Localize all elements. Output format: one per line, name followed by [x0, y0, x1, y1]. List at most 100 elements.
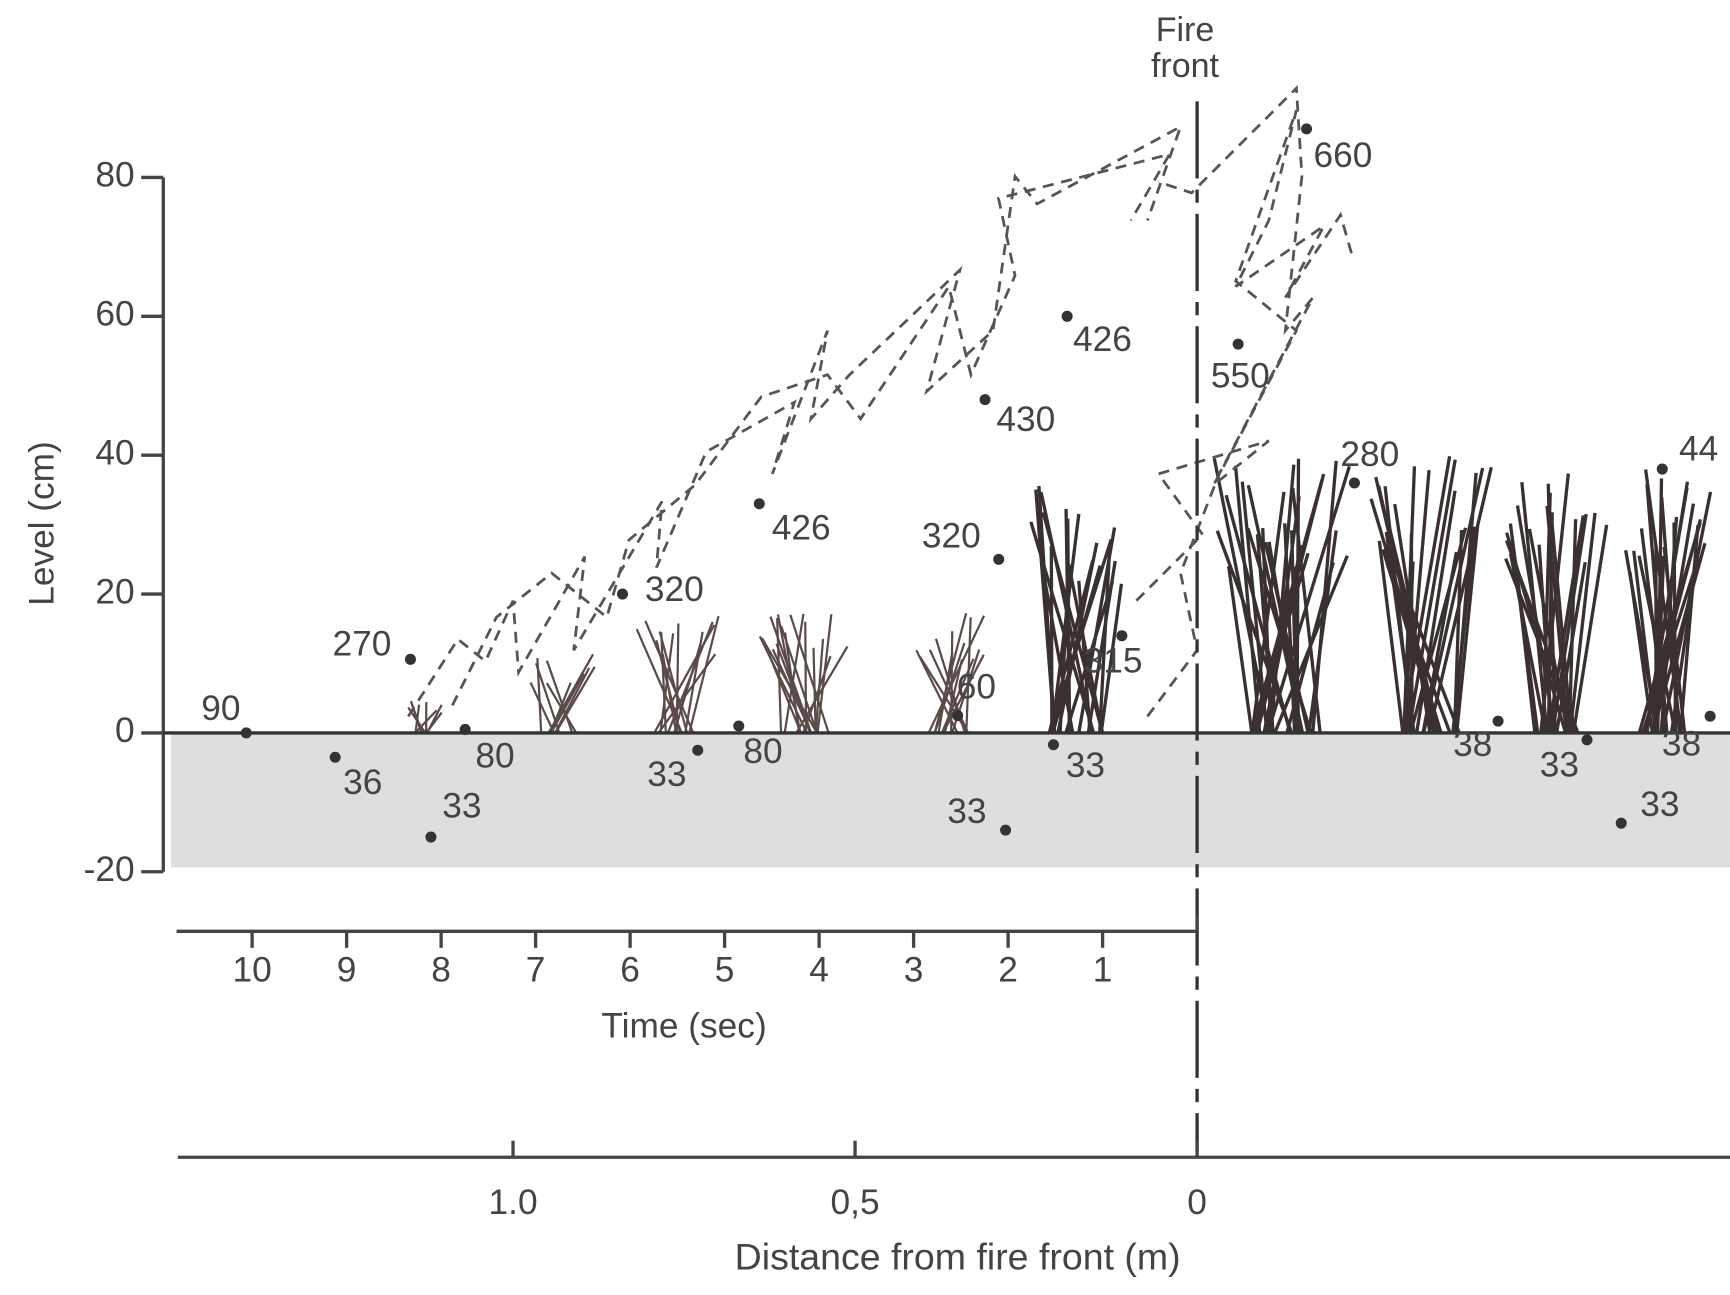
plant-stem: [1624, 550, 1660, 734]
plant-stem: [1409, 527, 1468, 734]
temperature-label: 430: [996, 400, 1055, 439]
plant-stem: [1571, 524, 1609, 734]
plant-stem: [1567, 519, 1578, 733]
plant-stem: [1508, 553, 1548, 734]
time-axis-label: Time (sec): [601, 1007, 766, 1046]
temperature-point: [1348, 477, 1360, 489]
temperature-label: 660: [1314, 136, 1373, 175]
plant-stem: [1307, 530, 1338, 734]
y-tick-label: -20: [84, 850, 135, 889]
time-tick-label: 9: [337, 950, 357, 989]
temperature-point: [1704, 710, 1716, 722]
time-tick-label: 4: [809, 950, 829, 989]
temperature-point: [1615, 817, 1627, 829]
temperature-point: [459, 723, 471, 735]
temperature-label: 33: [947, 792, 986, 831]
plant-stem: [657, 653, 717, 734]
x-tick-label: 0: [1187, 1183, 1207, 1222]
plant-stem: [783, 613, 805, 734]
plant-stem: [1369, 498, 1443, 734]
temperature-label: 280: [1340, 435, 1399, 474]
time-tick-label: 7: [526, 950, 546, 989]
plant-stem: [784, 632, 801, 734]
plant-stem: [927, 615, 986, 734]
y-tick-label: 80: [95, 156, 134, 195]
temperature-point: [979, 394, 991, 406]
temperature-point: [753, 498, 765, 510]
plant-stem: [550, 673, 585, 734]
plant-stem: [965, 617, 972, 733]
plant-stem: [661, 654, 678, 734]
plant-stem: [814, 638, 825, 734]
x-axis-label: Distance from fire front (m): [735, 1236, 1181, 1278]
plant-stem: [1293, 566, 1301, 733]
plant-stem: [1041, 571, 1075, 734]
temperature-label: 33: [647, 755, 686, 794]
plant-stem: [1048, 538, 1113, 734]
plant-stem: [934, 638, 967, 734]
plant-stem: [688, 615, 720, 734]
plant-stem: [928, 649, 970, 734]
plant-stem: [1568, 512, 1597, 734]
temperature-point: [1232, 338, 1244, 350]
time-tick-label: 5: [715, 950, 735, 989]
plant-stem: [1377, 540, 1405, 734]
plant-stem: [816, 614, 833, 734]
fire-front-label: Fire front: [1150, 11, 1220, 85]
temperature-label: 33: [1066, 746, 1105, 785]
plant-stem: [940, 658, 975, 734]
temperature-label: 90: [201, 689, 240, 728]
plant-stem: [789, 614, 830, 734]
plant-stem: [1050, 513, 1081, 734]
plant-stem: [1406, 459, 1457, 734]
time-tick-label: 3: [904, 950, 924, 989]
plant-stem: [950, 631, 954, 733]
plant-stem: [1250, 491, 1286, 734]
temperature-label: 60: [957, 667, 996, 706]
temperature-point: [1061, 310, 1073, 322]
soil-band: [171, 732, 1730, 868]
plant-stem: [545, 660, 574, 734]
temperature-label: 44: [1679, 430, 1718, 469]
x-tick-label: 1.0: [489, 1183, 538, 1222]
plant-stem: [1255, 534, 1275, 734]
temperature-point: [616, 588, 629, 600]
plant-stem: [1252, 517, 1314, 734]
flame-outline: [1146, 85, 1315, 718]
y-tick-label: 0: [115, 711, 135, 750]
plant-stem: [547, 653, 595, 734]
temperature-label: 80: [743, 732, 782, 771]
time-tick-label: 1: [1093, 950, 1113, 989]
temperature-point: [240, 727, 252, 739]
temperature-point: [1047, 739, 1059, 751]
plant-stem: [1067, 563, 1104, 734]
plant-stem: [1227, 565, 1254, 734]
plant-stem: [1637, 522, 1702, 734]
plant-stem: [1056, 542, 1099, 734]
temperature-label: 320: [645, 570, 704, 609]
plant-stem: [414, 704, 421, 734]
temperature-label: 38: [1662, 724, 1701, 763]
plant-stem: [1678, 525, 1700, 734]
plant-stem: [951, 649, 981, 734]
plant-stem: [635, 628, 683, 734]
time-tick-label: 8: [431, 950, 451, 989]
temperature-point: [692, 744, 704, 756]
flame-outline: [1135, 109, 1353, 602]
temperature-label: 270: [332, 624, 391, 663]
time-tick-label: 10: [233, 950, 272, 989]
time-tick-label: 2: [998, 950, 1018, 989]
temperature-point: [1581, 734, 1593, 746]
temperature-point: [404, 653, 416, 665]
plant-stem: [1098, 550, 1112, 734]
plant-stem: [1644, 469, 1683, 734]
plant-stem: [1545, 505, 1570, 734]
temperature-point: [1492, 715, 1504, 727]
plant-stem: [1049, 545, 1054, 733]
plant-stem: [425, 711, 443, 734]
temperature-label: 426: [1073, 320, 1132, 359]
decor: [171, 85, 1730, 868]
plant-stem: [414, 709, 438, 734]
temperature-point: [329, 751, 341, 763]
